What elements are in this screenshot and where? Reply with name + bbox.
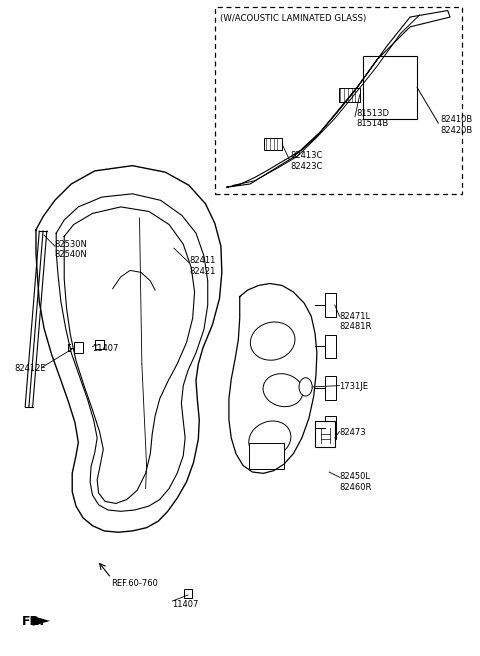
Bar bbox=[325, 335, 336, 358]
Bar bbox=[95, 340, 104, 349]
Bar bbox=[325, 293, 336, 317]
Text: 82473: 82473 bbox=[339, 428, 366, 438]
Text: 1731JE: 1731JE bbox=[339, 382, 369, 392]
Text: 81513D
81514B: 81513D 81514B bbox=[356, 109, 389, 128]
Text: 11407: 11407 bbox=[93, 344, 119, 354]
Bar bbox=[325, 416, 336, 440]
Bar bbox=[249, 443, 285, 469]
Ellipse shape bbox=[251, 322, 295, 360]
Text: FR.: FR. bbox=[22, 615, 45, 628]
Bar bbox=[325, 377, 336, 400]
FancyBboxPatch shape bbox=[215, 7, 462, 194]
Polygon shape bbox=[33, 616, 50, 626]
Text: 82450L
82460R: 82450L 82460R bbox=[339, 472, 372, 491]
Text: (W/ACOUSTIC LAMINATED GLASS): (W/ACOUSTIC LAMINATED GLASS) bbox=[220, 14, 367, 23]
Bar bbox=[264, 138, 282, 150]
Ellipse shape bbox=[263, 374, 303, 407]
Bar bbox=[363, 56, 417, 119]
Bar bbox=[315, 421, 335, 447]
Text: 82410B
82420B: 82410B 82420B bbox=[441, 115, 473, 134]
Bar bbox=[73, 342, 83, 353]
Text: 82412E: 82412E bbox=[15, 364, 47, 373]
Bar bbox=[338, 88, 360, 102]
Text: 82411
82421: 82411 82421 bbox=[189, 256, 216, 276]
Text: 82413C
82423C: 82413C 82423C bbox=[290, 152, 323, 171]
Text: 82530N
82540N: 82530N 82540N bbox=[55, 239, 88, 259]
Circle shape bbox=[299, 378, 312, 396]
Text: 82471L
82481R: 82471L 82481R bbox=[339, 312, 372, 331]
Ellipse shape bbox=[249, 421, 291, 458]
Text: 11407: 11407 bbox=[172, 600, 199, 609]
Text: REF.60-760: REF.60-760 bbox=[111, 579, 158, 588]
Bar bbox=[184, 588, 192, 598]
